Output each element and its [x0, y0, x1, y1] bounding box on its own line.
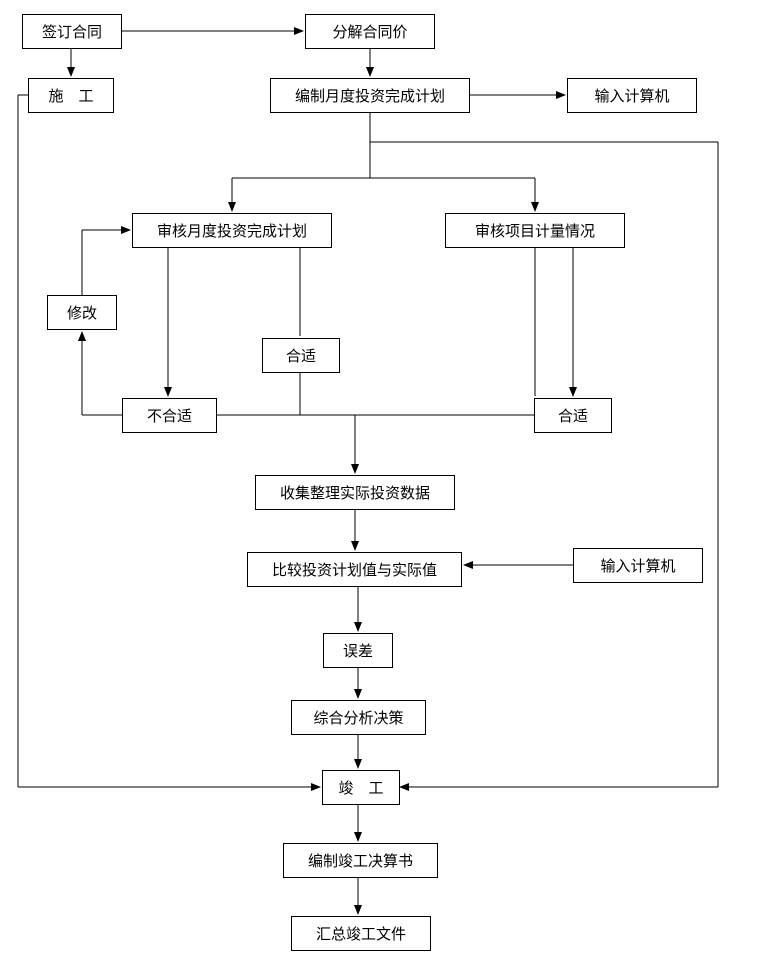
- node-completion: 竣 工: [322, 770, 400, 805]
- node-error: 误差: [323, 633, 393, 668]
- node-settlement: 编制竣工决算书: [283, 843, 438, 878]
- node-suitable-1: 合适: [262, 338, 340, 373]
- node-review-measure: 审核项目计量情况: [445, 213, 625, 248]
- node-input-computer-2: 输入计算机: [573, 548, 703, 583]
- node-modify: 修改: [47, 295, 117, 330]
- node-analysis: 综合分析决策: [291, 700, 426, 735]
- node-decompose-price: 分解合同价: [305, 14, 435, 49]
- node-summary: 汇总竣工文件: [291, 916, 431, 951]
- node-monthly-plan: 编制月度投资完成计划: [270, 78, 470, 113]
- node-compare: 比较投资计划值与实际值: [247, 552, 462, 587]
- node-suitable-2: 合适: [534, 398, 612, 433]
- node-sign-contract: 签订合同: [22, 14, 122, 49]
- node-input-computer-1: 输入计算机: [567, 78, 697, 113]
- node-not-suitable: 不合适: [122, 398, 217, 433]
- node-collect-data: 收集整理实际投资数据: [255, 475, 455, 510]
- node-construction: 施 工: [28, 78, 114, 113]
- node-review-plan: 审核月度投资完成计划: [132, 213, 332, 248]
